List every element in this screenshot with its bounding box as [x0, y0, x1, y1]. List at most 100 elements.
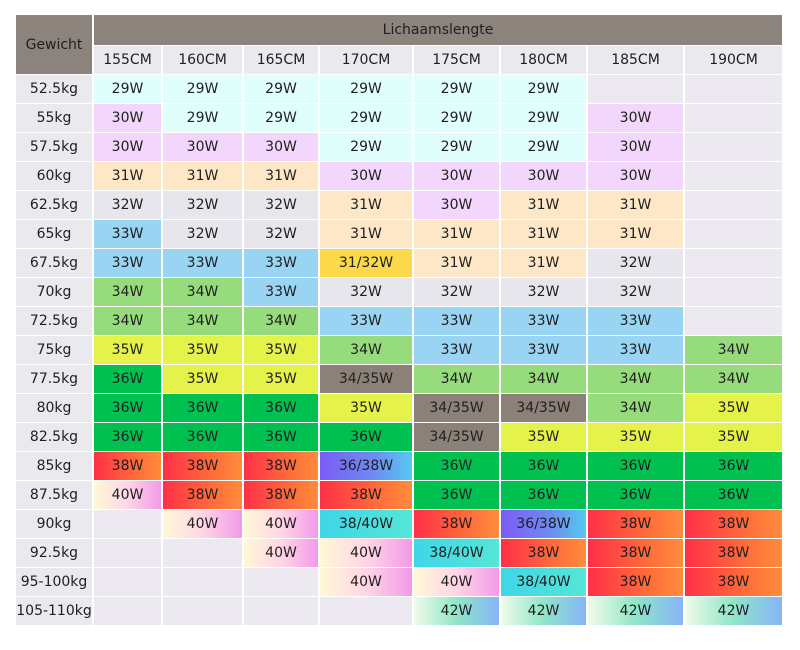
size-cell: 36W	[685, 481, 782, 509]
size-cell: 31W	[244, 162, 318, 190]
height-column-header: 160CM	[163, 46, 242, 74]
size-cell: 38W	[163, 481, 242, 509]
weight-label: 67.5kg	[16, 249, 92, 277]
weight-header: Gewicht	[16, 15, 92, 74]
empty-cell	[685, 162, 782, 190]
size-cell: 35W	[685, 423, 782, 451]
weight-label: 82.5kg	[16, 423, 92, 451]
size-cell: 36W	[244, 423, 318, 451]
weight-label: 52.5kg	[16, 75, 92, 103]
size-cell: 42W	[685, 597, 782, 625]
size-table-body: 52.5kg 29W 29W 29W 29W 29W 29W 55kg 30W 29W 29W 29W…	[16, 75, 782, 625]
size-cell: 35W	[163, 336, 242, 364]
size-cell: 38W	[244, 481, 318, 509]
size-cell: 36W	[414, 452, 499, 480]
size-cell: 29W	[320, 104, 412, 132]
height-column-header: 190CM	[685, 46, 782, 74]
size-cell: 35W	[320, 394, 412, 422]
table-row: 60kg 31W 31W 31W 30W 30W 30W 30W	[16, 162, 782, 190]
weight-label: 87.5kg	[16, 481, 92, 509]
size-cell: 38W	[588, 510, 683, 538]
empty-cell	[163, 539, 242, 567]
size-cell: 32W	[163, 191, 242, 219]
height-column-header: 155CM	[94, 46, 161, 74]
size-cell: 38W	[588, 539, 683, 567]
weight-label: 105-110kg	[16, 597, 92, 625]
empty-cell	[244, 568, 318, 596]
size-cell: 36W	[501, 452, 586, 480]
size-cell: 29W	[414, 75, 499, 103]
size-cell: 38W	[320, 481, 412, 509]
size-cell: 35W	[163, 365, 242, 393]
size-cell: 34W	[685, 365, 782, 393]
size-cell: 31W	[414, 220, 499, 248]
empty-cell	[588, 75, 683, 103]
table-row: 77.5kg 36W 35W 35W 34/35W 34W 34W 34W 34W	[16, 365, 782, 393]
size-cell: 33W	[163, 249, 242, 277]
size-cell: 32W	[94, 191, 161, 219]
size-cell: 30W	[94, 104, 161, 132]
weight-label: 95-100kg	[16, 568, 92, 596]
weight-label: 72.5kg	[16, 307, 92, 335]
size-cell: 31W	[320, 191, 412, 219]
size-cell: 34/35W	[414, 394, 499, 422]
empty-cell	[163, 568, 242, 596]
size-cell: 40W	[320, 539, 412, 567]
size-cell: 36W	[320, 423, 412, 451]
size-cell: 30W	[501, 162, 586, 190]
size-cell: 30W	[94, 133, 161, 161]
size-cell: 32W	[163, 220, 242, 248]
empty-cell	[685, 307, 782, 335]
size-cell: 31W	[501, 249, 586, 277]
table-row: 87.5kg 40W 38W 38W 38W 36W 36W 36W 36W	[16, 481, 782, 509]
size-cell: 32W	[414, 278, 499, 306]
size-cell: 38W	[94, 452, 161, 480]
size-cell: 40W	[94, 481, 161, 509]
size-cell: 34W	[501, 365, 586, 393]
size-cell: 34W	[163, 307, 242, 335]
table-row: 62.5kg 32W 32W 32W 31W 30W 31W 31W	[16, 191, 782, 219]
size-cell: 32W	[244, 191, 318, 219]
size-cell: 31/32W	[320, 249, 412, 277]
size-cell: 33W	[501, 336, 586, 364]
height-column-header: 165CM	[244, 46, 318, 74]
header-group-row: Gewicht Lichaamslengte	[16, 15, 782, 74]
size-cell: 36W	[244, 394, 318, 422]
size-cell: 32W	[588, 278, 683, 306]
empty-cell	[244, 597, 318, 625]
size-cell: 31W	[414, 249, 499, 277]
weight-label: 92.5kg	[16, 539, 92, 567]
size-cell: 40W	[163, 510, 242, 538]
size-cell: 35W	[244, 365, 318, 393]
size-cell: 36W	[414, 481, 499, 509]
empty-cell	[685, 133, 782, 161]
size-cell: 36/38W	[501, 510, 586, 538]
size-cell: 30W	[320, 162, 412, 190]
size-cell: 33W	[414, 307, 499, 335]
size-cell: 33W	[320, 307, 412, 335]
size-cell: 33W	[588, 307, 683, 335]
empty-cell	[94, 510, 161, 538]
table-row: 57.5kg 30W 30W 30W 29W 29W 29W 30W	[16, 133, 782, 161]
height-column-header: 170CM	[320, 46, 412, 74]
size-cell: 36W	[163, 423, 242, 451]
table-row: 82.5kg 36W 36W 36W 36W 34/35W 35W 35W 35W	[16, 423, 782, 451]
table-row: 52.5kg 29W 29W 29W 29W 29W 29W	[16, 75, 782, 103]
height-group-header: Lichaamslengte	[94, 15, 782, 45]
size-cell: 29W	[94, 75, 161, 103]
weight-label: 55kg	[16, 104, 92, 132]
size-cell: 34/35W	[320, 365, 412, 393]
empty-cell	[685, 278, 782, 306]
height-header-row: 155CM 160CM 165CM 170CM 175CM 180CM 185CM 190CM	[16, 46, 782, 74]
empty-cell	[94, 597, 161, 625]
weight-label: 90kg	[16, 510, 92, 538]
size-cell: 40W	[244, 539, 318, 567]
size-cell: 31W	[163, 162, 242, 190]
size-cell: 30W	[414, 162, 499, 190]
weight-label: 80kg	[16, 394, 92, 422]
table-row: 75kg 35W 35W 35W 34W 33W 33W 33W 34W	[16, 336, 782, 364]
size-cell: 32W	[588, 249, 683, 277]
size-cell: 38W	[244, 452, 318, 480]
size-cell: 38W	[414, 510, 499, 538]
size-cell: 36/38W	[320, 452, 412, 480]
